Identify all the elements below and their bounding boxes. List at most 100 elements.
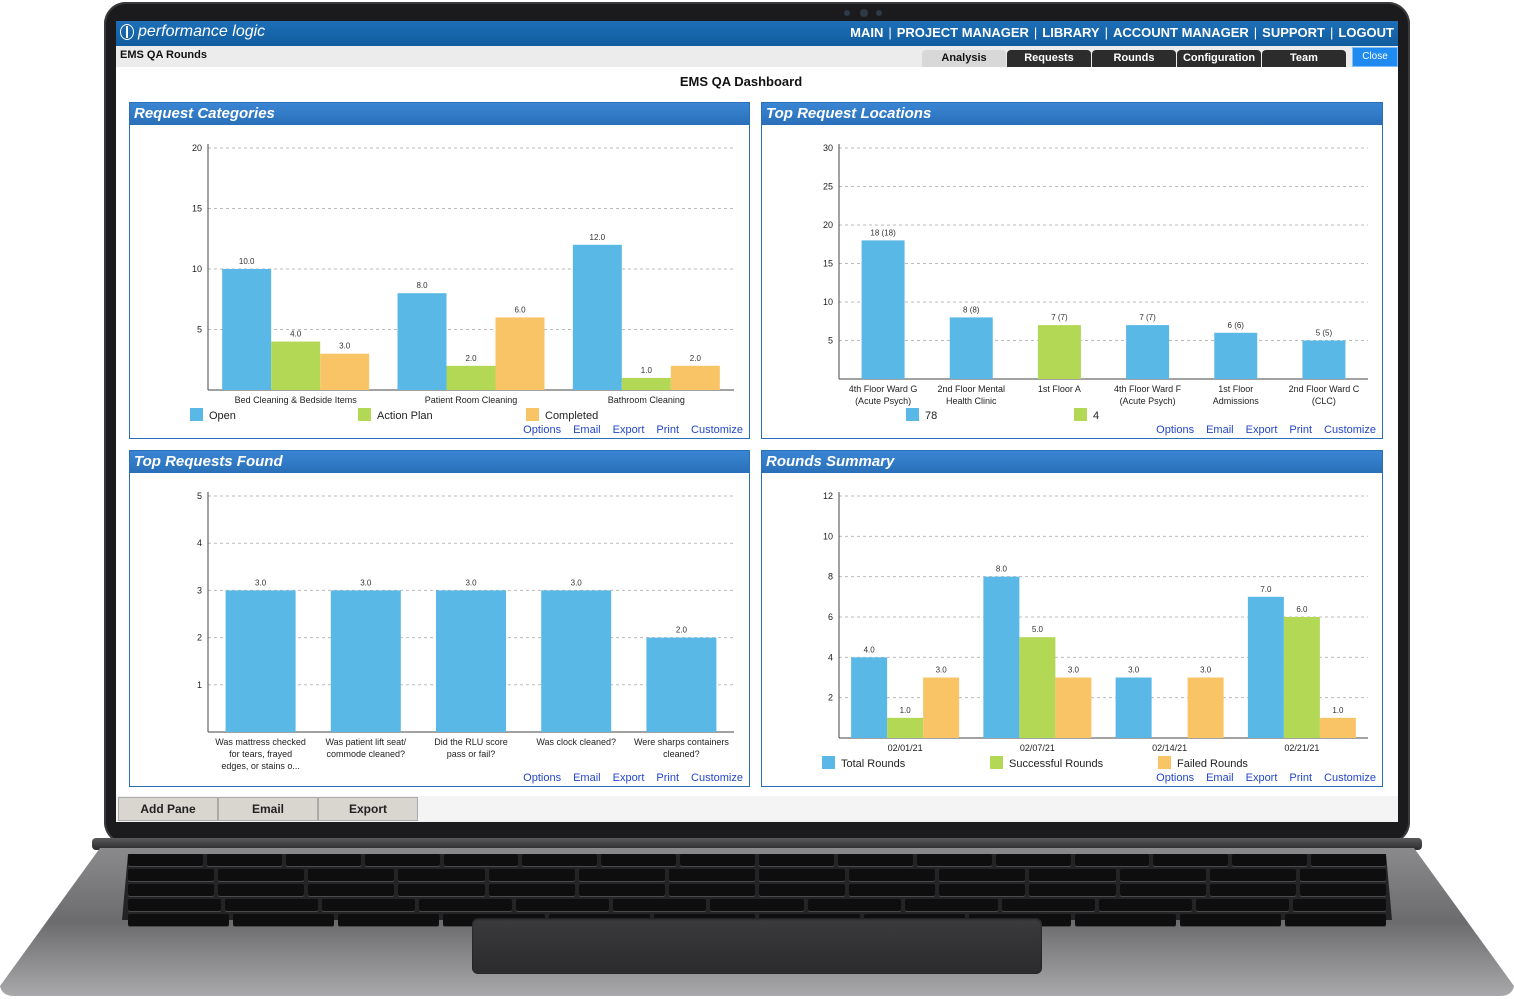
x-tick-label: 02/07/21 bbox=[1020, 743, 1055, 753]
export-button[interactable]: Export bbox=[318, 797, 418, 821]
nav-link-logout[interactable]: LOGOUT bbox=[1338, 25, 1394, 40]
nav-link-support[interactable]: SUPPORT bbox=[1262, 25, 1325, 40]
keyboard-key bbox=[218, 869, 305, 881]
pane-top-request-locations: Top Request Locations 5 10 15 20 25 30 18 (18)… bbox=[761, 102, 1383, 439]
x-tick-label: (Acute Psych) bbox=[855, 396, 911, 406]
pane-link-options[interactable]: Options bbox=[1156, 772, 1195, 784]
laptop-hinge bbox=[92, 838, 1422, 850]
tab-rounds[interactable]: Rounds bbox=[1092, 50, 1176, 67]
keyboard-key bbox=[1153, 854, 1229, 866]
x-tick-label: Were sharps containers bbox=[634, 737, 729, 747]
keyboard-key bbox=[578, 884, 665, 896]
keyboard-key bbox=[916, 854, 992, 866]
data-label: 2.0 bbox=[465, 354, 477, 363]
nav-separator: | bbox=[888, 25, 892, 40]
pane-title: Top Request Locations bbox=[762, 103, 1382, 125]
pane-link-export[interactable]: Export bbox=[1245, 424, 1278, 436]
keyboard-key bbox=[488, 869, 575, 881]
pane-link-customize[interactable]: Customize bbox=[691, 424, 743, 436]
pane-links: Options Email Export Print Customize bbox=[523, 424, 743, 436]
brand[interactable]: performance logic bbox=[120, 23, 265, 41]
y-tick-label: 10 bbox=[192, 264, 202, 274]
pane-link-customize[interactable]: Customize bbox=[1324, 772, 1376, 784]
data-label: 7 (7) bbox=[1139, 313, 1156, 322]
pane-link-options[interactable]: Options bbox=[523, 424, 562, 436]
keyboard-key bbox=[1299, 884, 1386, 896]
legend-swatch bbox=[358, 408, 371, 421]
keyboard-key bbox=[1292, 899, 1387, 911]
data-label: 3.0 bbox=[936, 666, 948, 675]
tab-analysis[interactable]: Analysis bbox=[922, 50, 1006, 67]
keyboard-key bbox=[1209, 884, 1296, 896]
bar bbox=[621, 377, 671, 390]
touchpad[interactable] bbox=[472, 918, 1042, 974]
legend-label: 4 bbox=[1093, 410, 1099, 422]
top-bar: performance logic MAIN | PROJECT MANAGER | L… bbox=[116, 21, 1398, 46]
nav-link-account-manager[interactable]: ACCOUNT MANAGER bbox=[1112, 25, 1249, 40]
add-pane-button[interactable]: Add Pane bbox=[118, 797, 218, 821]
bar bbox=[541, 590, 612, 732]
close-button[interactable]: Close bbox=[1352, 47, 1398, 67]
bar bbox=[1214, 332, 1258, 379]
keyboard-key bbox=[398, 884, 485, 896]
data-label: 3.0 bbox=[339, 342, 351, 351]
tab-team[interactable]: Team bbox=[1262, 50, 1346, 67]
pane-link-email[interactable]: Email bbox=[573, 772, 601, 784]
bar bbox=[1126, 325, 1170, 379]
keyboard-key bbox=[308, 869, 395, 881]
keyboard-key bbox=[995, 854, 1071, 866]
y-tick-label: 6 bbox=[828, 612, 833, 622]
data-label: 7 (7) bbox=[1051, 313, 1068, 322]
keyboard-key bbox=[759, 884, 846, 896]
bar bbox=[646, 637, 717, 732]
pane-link-email[interactable]: Email bbox=[1206, 424, 1234, 436]
x-tick-label: 2nd Floor Ward C bbox=[1289, 384, 1360, 394]
data-label: 8 (8) bbox=[963, 305, 980, 314]
pane-link-export[interactable]: Export bbox=[612, 772, 645, 784]
pane-link-print[interactable]: Print bbox=[656, 424, 680, 436]
x-tick-label: 1st Floor bbox=[1218, 384, 1253, 394]
keyboard-key bbox=[128, 899, 222, 911]
pane-link-print[interactable]: Print bbox=[1289, 772, 1313, 784]
bar bbox=[495, 317, 545, 390]
x-tick-label: Patient Room Cleaning bbox=[425, 395, 518, 405]
pane-link-print[interactable]: Print bbox=[656, 772, 680, 784]
data-label: 4.0 bbox=[864, 645, 876, 654]
pane-link-email[interactable]: Email bbox=[1206, 772, 1234, 784]
pane-link-export[interactable]: Export bbox=[1245, 772, 1278, 784]
nav-link-main[interactable]: MAIN bbox=[850, 25, 884, 40]
pane-link-options[interactable]: Options bbox=[523, 772, 562, 784]
keyboard-key bbox=[1232, 854, 1308, 866]
pane-links: Options Email Export Print Customize bbox=[523, 772, 743, 784]
pane-link-customize[interactable]: Customize bbox=[691, 772, 743, 784]
x-tick-label: for tears, frayed bbox=[229, 749, 292, 759]
tab-configuration[interactable]: Configuration bbox=[1177, 50, 1261, 67]
nav-link-project-manager[interactable]: PROJECT MANAGER bbox=[896, 25, 1029, 40]
y-tick-label: 2 bbox=[197, 633, 202, 643]
email-button[interactable]: Email bbox=[218, 797, 318, 821]
pane-link-email[interactable]: Email bbox=[573, 424, 601, 436]
data-label: 10.0 bbox=[239, 257, 255, 266]
keyboard-key bbox=[1119, 884, 1206, 896]
bar bbox=[225, 590, 296, 732]
data-label: 6.0 bbox=[514, 305, 526, 314]
bar bbox=[983, 576, 1020, 738]
tab-requests[interactable]: Requests bbox=[1007, 50, 1091, 67]
y-tick-label: 3 bbox=[197, 585, 202, 595]
keyboard bbox=[127, 854, 1387, 926]
keyboard-key bbox=[668, 869, 755, 881]
bar bbox=[572, 244, 622, 390]
x-tick-label: edges, or stains o... bbox=[221, 761, 300, 771]
x-tick-label: 2nd Floor Mental bbox=[937, 384, 1005, 394]
keyboard-key bbox=[849, 869, 936, 881]
pane-link-customize[interactable]: Customize bbox=[1324, 424, 1376, 436]
main-nav: MAIN | PROJECT MANAGER | LIBRARY | ACCOUNT MAN… bbox=[850, 25, 1394, 40]
keyboard-key bbox=[398, 869, 485, 881]
keyboard-key bbox=[322, 899, 416, 911]
pane-link-export[interactable]: Export bbox=[612, 424, 645, 436]
nav-link-library[interactable]: LIBRARY bbox=[1042, 25, 1100, 40]
pane-link-options[interactable]: Options bbox=[1156, 424, 1195, 436]
pane-link-print[interactable]: Print bbox=[1289, 424, 1313, 436]
keyboard-key bbox=[1074, 914, 1176, 926]
keyboard-key bbox=[419, 899, 513, 911]
